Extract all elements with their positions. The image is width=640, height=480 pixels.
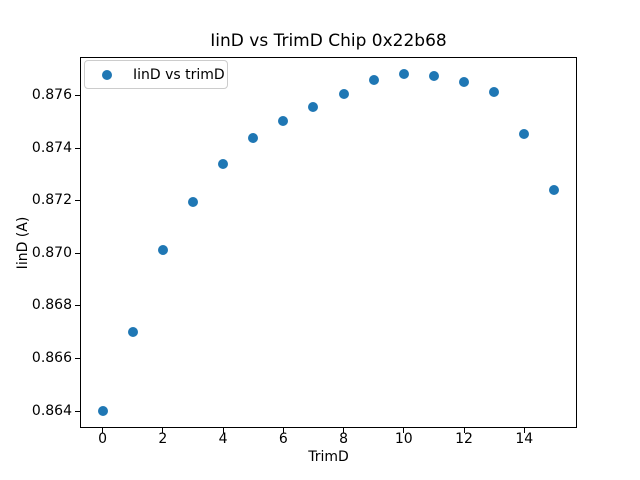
- data-point: [368, 75, 379, 86]
- plot-area: IinD vs trimD: [80, 57, 577, 428]
- x-tick-label: 4: [218, 431, 228, 447]
- x-tick-mark: [343, 428, 345, 433]
- x-tick-label: 14: [515, 431, 534, 447]
- data-point: [248, 133, 259, 144]
- y-tick-mark: [75, 410, 80, 412]
- x-tick-mark: [222, 428, 224, 433]
- data-point: [218, 158, 229, 169]
- scatter-marker-icon: [102, 69, 112, 80]
- data-point: [127, 326, 138, 337]
- data-point: [97, 406, 108, 417]
- y-tick-label: 0.874: [31, 139, 72, 156]
- y-tick-mark: [75, 94, 80, 96]
- x-tick-label: 8: [339, 431, 349, 447]
- x-tick-label: 2: [158, 431, 168, 447]
- plot-area-border: [80, 57, 577, 428]
- data-point: [398, 69, 409, 80]
- y-tick-label: 0.868: [31, 297, 72, 314]
- y-tick-label: 0.876: [31, 86, 72, 103]
- legend: IinD vs trimD: [84, 60, 228, 89]
- data-point: [428, 71, 439, 82]
- x-tick-label: 12: [455, 431, 473, 447]
- y-tick-mark: [75, 358, 80, 360]
- data-point: [489, 86, 500, 97]
- y-tick-label: 0.864: [31, 402, 72, 419]
- x-tick-mark: [463, 428, 465, 433]
- data-point: [187, 196, 198, 207]
- data-point: [157, 245, 168, 256]
- x-tick-label: 10: [394, 431, 413, 447]
- x-tick-label: 0: [98, 431, 108, 447]
- y-tick-label: 0.872: [31, 192, 72, 209]
- y-tick-mark: [75, 147, 80, 149]
- x-axis-label: TrimD: [308, 449, 349, 465]
- data-point: [278, 116, 289, 127]
- x-tick-mark: [523, 428, 525, 433]
- y-tick-mark: [75, 200, 80, 202]
- y-tick-label: 0.870: [31, 244, 72, 261]
- x-tick-mark: [403, 428, 405, 433]
- y-tick-label: 0.866: [31, 350, 72, 367]
- x-tick-label: 6: [278, 431, 288, 447]
- data-point: [549, 184, 560, 195]
- x-tick-mark: [102, 428, 104, 433]
- data-point: [519, 128, 530, 139]
- chart-title: IinD vs TrimD Chip 0x22b68: [210, 31, 447, 51]
- data-point: [308, 102, 319, 113]
- y-tick-mark: [75, 252, 80, 254]
- data-point: [459, 76, 470, 87]
- x-tick-mark: [282, 428, 284, 433]
- data-point: [338, 88, 349, 99]
- legend-entry-label: IinD vs trimD: [133, 66, 225, 83]
- y-tick-mark: [75, 305, 80, 307]
- x-tick-mark: [162, 428, 164, 433]
